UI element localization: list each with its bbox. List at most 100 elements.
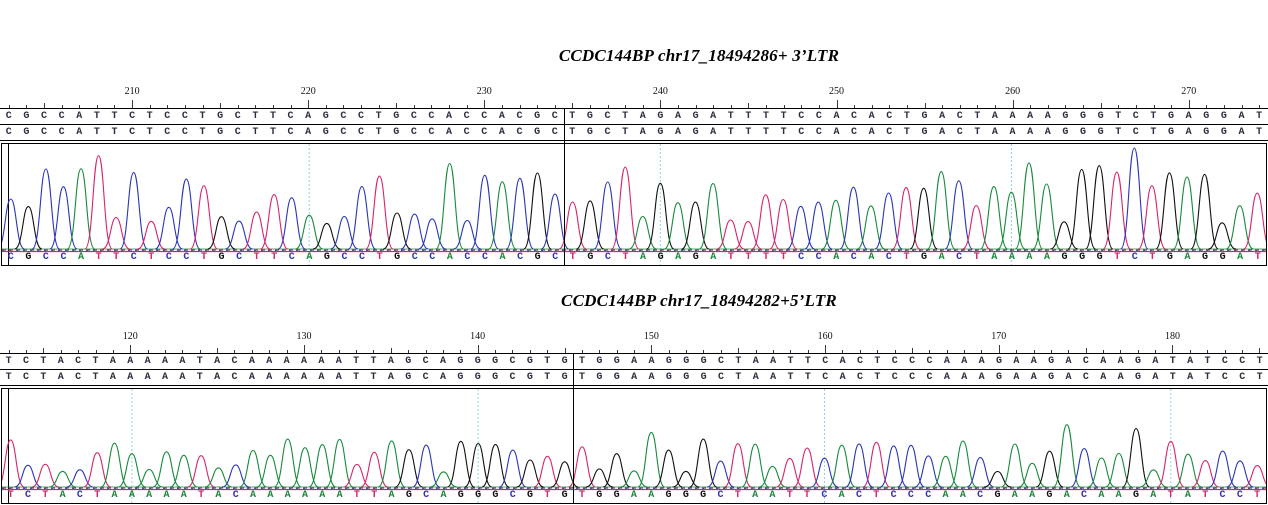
base-letter: A <box>498 111 505 122</box>
ruler-tick <box>686 350 688 353</box>
base-letter: G <box>526 356 533 367</box>
base-letter: A <box>943 356 950 367</box>
ruler-label: 170 <box>991 331 1007 342</box>
base-letter: A <box>1063 490 1070 501</box>
trace-peak <box>446 440 475 488</box>
base-letter: G <box>1132 490 1139 501</box>
trace-peak <box>48 470 77 488</box>
ruler-tick <box>790 350 792 353</box>
ruler-tick <box>642 105 644 108</box>
base-letter: A <box>335 372 342 383</box>
base-letter: A <box>959 490 966 501</box>
base-letter: T <box>804 372 811 383</box>
base-letter: T <box>874 356 881 367</box>
ruler-tick <box>959 105 961 108</box>
ruler-tick <box>738 348 740 353</box>
base-letter: T <box>253 252 260 263</box>
base-letter: C <box>516 127 523 138</box>
base-letter: T <box>40 356 47 367</box>
ruler-tick <box>338 350 340 353</box>
base-letter: C <box>41 127 48 138</box>
ruler-tick <box>889 105 891 108</box>
ruler-tick <box>713 105 715 108</box>
ruler-tick <box>390 348 392 353</box>
base-letter: T <box>974 111 981 122</box>
trace-peak <box>277 197 306 250</box>
trace-peak <box>377 440 406 488</box>
base-letter: T <box>763 127 770 138</box>
ruler-tick <box>651 345 653 353</box>
base-letter: G <box>405 372 412 383</box>
base-letter: C <box>822 372 829 383</box>
trace-peak <box>1052 424 1081 488</box>
base-letter: C <box>604 252 611 263</box>
trace-peak <box>1084 165 1114 250</box>
base-letter: C <box>956 252 963 263</box>
ruler-tick <box>1120 350 1122 353</box>
base-letter: A <box>991 127 998 138</box>
base-letter: A <box>1013 372 1020 383</box>
base-letter: C <box>357 127 364 138</box>
trace-peak <box>1120 147 1149 250</box>
base-letter: C <box>798 111 805 122</box>
ruler-tick <box>695 105 697 108</box>
base-letter: C <box>340 111 347 122</box>
ruler-tick <box>783 105 785 108</box>
base-letter: A <box>752 356 759 367</box>
base-letter: C <box>815 252 822 263</box>
base-letter: G <box>700 372 707 383</box>
base-letter: G <box>322 111 329 122</box>
base-letter: T <box>375 127 382 138</box>
trace-peak <box>944 180 974 250</box>
base-letter: T <box>569 127 576 138</box>
base-letter: A <box>440 356 447 367</box>
base-letter: T <box>1149 252 1156 263</box>
base-letter: C <box>890 490 897 501</box>
base-letter: T <box>1167 490 1174 501</box>
ruler-tick <box>1241 350 1243 353</box>
base-letter: C <box>717 490 724 501</box>
ruler-tick <box>1135 105 1137 108</box>
base-letter: A <box>1187 356 1194 367</box>
base-letter: A <box>1152 356 1159 367</box>
ruler-tick <box>8 105 10 108</box>
ruler-tick <box>325 105 327 108</box>
base-letter: T <box>1256 127 1263 138</box>
ruler-tick <box>167 105 169 108</box>
segment-junction-line <box>573 353 575 504</box>
base-letter: T <box>974 127 981 138</box>
ruler-tick <box>202 105 204 108</box>
base-letter: T <box>804 356 811 367</box>
base-letter: T <box>735 356 742 367</box>
base-letter: T <box>40 372 47 383</box>
base-letter: G <box>1096 252 1103 263</box>
base-letter: C <box>552 252 559 263</box>
base-letter: C <box>287 111 294 122</box>
base-letter: C <box>422 356 429 367</box>
trace-peak <box>395 449 423 488</box>
base-letter: T <box>745 111 752 122</box>
base-letter: A <box>144 356 151 367</box>
base-letter: C <box>718 372 725 383</box>
ruler-tick <box>1207 350 1209 353</box>
base-letter: G <box>596 372 603 383</box>
base-letter: T <box>1150 111 1157 122</box>
base-letter: T <box>196 356 203 367</box>
ruler-tick <box>217 348 219 353</box>
base-letter: A <box>1026 252 1033 263</box>
base-letter: C <box>857 356 864 367</box>
ruler-tick <box>537 105 539 108</box>
ruler-tick <box>220 103 222 108</box>
trace-peak <box>83 452 111 488</box>
trace-peak <box>914 455 943 488</box>
trace-peak <box>804 201 833 250</box>
base-letter: T <box>787 356 794 367</box>
base-letter: T <box>544 490 551 501</box>
base-letter: G <box>1062 127 1069 138</box>
base-letter: C <box>509 356 516 367</box>
trace-peak <box>523 172 552 250</box>
base-letter: T <box>1204 372 1211 383</box>
ruler-tick <box>466 105 468 108</box>
base-letter: G <box>596 356 603 367</box>
